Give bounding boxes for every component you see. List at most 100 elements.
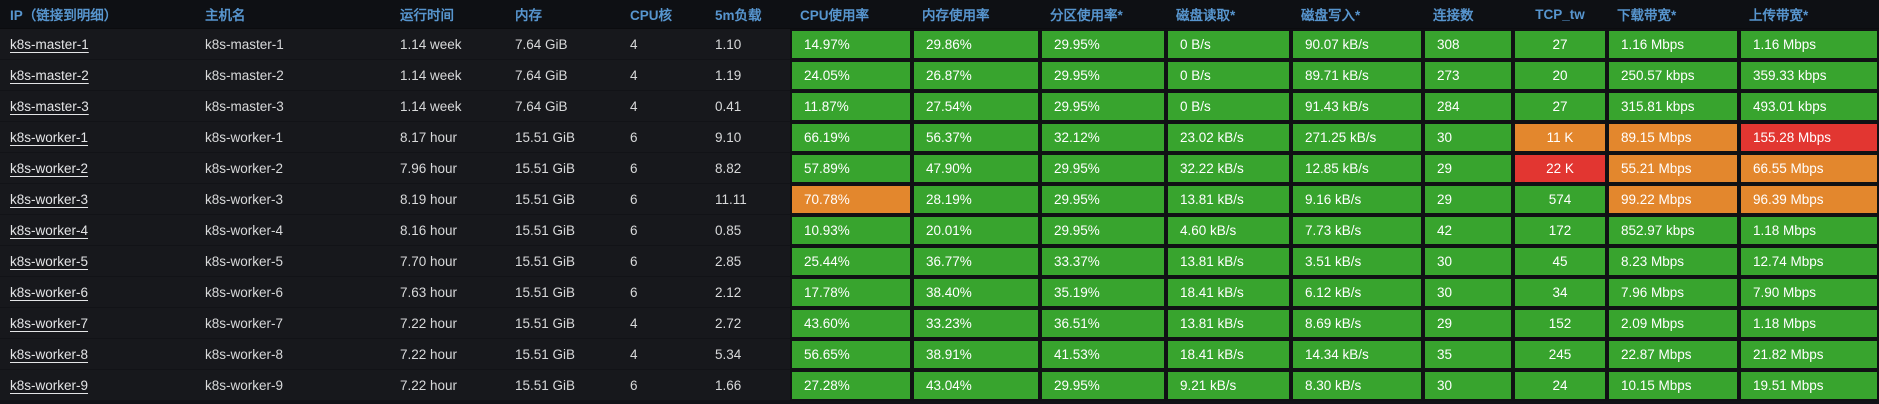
column-header-tcp_tw[interactable]: TCP_tw [1513, 0, 1607, 29]
ip-cell: k8s-worker-1 [0, 122, 195, 153]
partition_usage-cell: 29.95% [1040, 153, 1166, 184]
table-row: k8s-master-3 k8s-master-3 1.14 week 7.64 Gi… [0, 91, 1879, 122]
connections-cell: 29 [1423, 153, 1513, 184]
connections-cell: 30 [1423, 246, 1513, 277]
table-header: IP（链接到明细） 主机名 运行时间 内存 CPU核 5m负载 CPU使用率 内存使用率 分区使… [0, 0, 1879, 29]
load_5m-cell: 1.10 [705, 29, 790, 60]
uptime-cell: 8.19 hour [390, 184, 505, 215]
ip-cell: k8s-worker-5 [0, 246, 195, 277]
cpu_cores-cell: 6 [620, 246, 705, 277]
column-header-partition_usage[interactable]: 分区使用率* [1040, 0, 1166, 29]
disk_write-cell: 6.12 kB/s [1291, 277, 1423, 308]
memory-cell: 7.64 GiB [505, 91, 620, 122]
mem_usage-cell: 47.90% [912, 153, 1040, 184]
ip-cell: k8s-worker-2 [0, 153, 195, 184]
memory-cell: 7.64 GiB [505, 60, 620, 91]
uptime-cell: 7.63 hour [390, 277, 505, 308]
memory-cell: 15.51 GiB [505, 277, 620, 308]
hostname-cell: k8s-master-2 [195, 60, 390, 91]
upload_bw-cell: 66.55 Mbps [1739, 153, 1879, 184]
hostname-cell: k8s-worker-3 [195, 184, 390, 215]
uptime-cell: 7.22 hour [390, 339, 505, 370]
ip-detail-link[interactable]: k8s-worker-1 [10, 129, 89, 145]
ip-detail-link[interactable]: k8s-master-3 [10, 98, 89, 114]
tcp_tw-cell: 11 K [1513, 122, 1607, 153]
column-header-memory[interactable]: 内存 [505, 0, 620, 29]
ip-detail-link[interactable]: k8s-master-2 [10, 67, 89, 83]
uptime-cell: 7.96 hour [390, 153, 505, 184]
load_5m-cell: 11.11 [705, 184, 790, 215]
column-header-connections[interactable]: 连接数 [1423, 0, 1513, 29]
column-header-uptime[interactable]: 运行时间 [390, 0, 505, 29]
tcp_tw-cell: 574 [1513, 184, 1607, 215]
partition_usage-cell: 32.12% [1040, 122, 1166, 153]
mem_usage-cell: 29.86% [912, 29, 1040, 60]
mem_usage-cell: 56.37% [912, 122, 1040, 153]
ip-cell: k8s-worker-6 [0, 277, 195, 308]
table-body: k8s-master-1 k8s-master-1 1.14 week 7.64 Gi… [0, 29, 1879, 401]
column-header-disk_read[interactable]: 磁盘读取* [1166, 0, 1291, 29]
ip-detail-link[interactable]: k8s-worker-3 [10, 191, 89, 207]
disk_read-cell: 4.60 kB/s [1166, 215, 1291, 246]
ip-detail-link[interactable]: k8s-master-1 [10, 36, 89, 52]
upload_bw-cell: 1.16 Mbps [1739, 29, 1879, 60]
disk_read-cell: 23.02 kB/s [1166, 122, 1291, 153]
cpu_usage-cell: 14.97% [790, 29, 912, 60]
ip-cell: k8s-worker-3 [0, 184, 195, 215]
download_bw-cell: 315.81 kbps [1607, 91, 1739, 122]
uptime-cell: 1.14 week [390, 60, 505, 91]
hostname-cell: k8s-master-1 [195, 29, 390, 60]
column-header-cpu_cores[interactable]: CPU核 [620, 0, 705, 29]
tcp_tw-cell: 22 K [1513, 153, 1607, 184]
download_bw-cell: 2.09 Mbps [1607, 308, 1739, 339]
column-header-mem_usage[interactable]: 内存使用率 [912, 0, 1040, 29]
ip-detail-link[interactable]: k8s-worker-8 [10, 346, 89, 362]
disk_read-cell: 32.22 kB/s [1166, 153, 1291, 184]
tcp_tw-cell: 45 [1513, 246, 1607, 277]
uptime-cell: 1.14 week [390, 29, 505, 60]
load_5m-cell: 2.12 [705, 277, 790, 308]
column-header-hostname[interactable]: 主机名 [195, 0, 390, 29]
load_5m-cell: 2.85 [705, 246, 790, 277]
table-row: k8s-worker-2 k8s-worker-2 7.96 hour 15.51 G… [0, 153, 1879, 184]
ip-detail-link[interactable]: k8s-worker-7 [10, 315, 89, 331]
upload_bw-cell: 359.33 kbps [1739, 60, 1879, 91]
column-header-cpu_usage[interactable]: CPU使用率 [790, 0, 912, 29]
connections-cell: 308 [1423, 29, 1513, 60]
column-header-disk_write[interactable]: 磁盘写入* [1291, 0, 1423, 29]
table-row: k8s-worker-8 k8s-worker-8 7.22 hour 15.51 G… [0, 339, 1879, 370]
disk_write-cell: 8.69 kB/s [1291, 308, 1423, 339]
ip-detail-link[interactable]: k8s-worker-9 [10, 377, 89, 393]
column-header-load_5m[interactable]: 5m负载 [705, 0, 790, 29]
partition_usage-cell: 29.95% [1040, 29, 1166, 60]
download_bw-cell: 55.21 Mbps [1607, 153, 1739, 184]
upload_bw-cell: 21.82 Mbps [1739, 339, 1879, 370]
column-header-download_bw[interactable]: 下载带宽* [1607, 0, 1739, 29]
disk_read-cell: 9.21 kB/s [1166, 370, 1291, 401]
hostname-cell: k8s-master-3 [195, 91, 390, 122]
hostname-cell: k8s-worker-4 [195, 215, 390, 246]
cpu_cores-cell: 6 [620, 184, 705, 215]
ip-detail-link[interactable]: k8s-worker-5 [10, 253, 89, 269]
cpu_usage-cell: 66.19% [790, 122, 912, 153]
ip-detail-link[interactable]: k8s-worker-6 [10, 284, 89, 300]
cpu_cores-cell: 4 [620, 60, 705, 91]
table-row: k8s-worker-7 k8s-worker-7 7.22 hour 15.51 G… [0, 308, 1879, 339]
disk_write-cell: 91.43 kB/s [1291, 91, 1423, 122]
hostname-cell: k8s-worker-8 [195, 339, 390, 370]
connections-cell: 35 [1423, 339, 1513, 370]
ip-detail-link[interactable]: k8s-worker-4 [10, 222, 89, 238]
disk_write-cell: 7.73 kB/s [1291, 215, 1423, 246]
tcp_tw-cell: 245 [1513, 339, 1607, 370]
column-header-ip[interactable]: IP（链接到明细） [0, 0, 195, 29]
table-row: k8s-worker-5 k8s-worker-5 7.70 hour 15.51 G… [0, 246, 1879, 277]
partition_usage-cell: 29.95% [1040, 370, 1166, 401]
load_5m-cell: 1.66 [705, 370, 790, 401]
cpu_usage-cell: 70.78% [790, 184, 912, 215]
memory-cell: 15.51 GiB [505, 122, 620, 153]
download_bw-cell: 250.57 kbps [1607, 60, 1739, 91]
column-header-upload_bw[interactable]: 上传带宽* [1739, 0, 1879, 29]
ip-detail-link[interactable]: k8s-worker-2 [10, 160, 89, 176]
table-row: k8s-master-1 k8s-master-1 1.14 week 7.64 Gi… [0, 29, 1879, 60]
cpu_usage-cell: 57.89% [790, 153, 912, 184]
